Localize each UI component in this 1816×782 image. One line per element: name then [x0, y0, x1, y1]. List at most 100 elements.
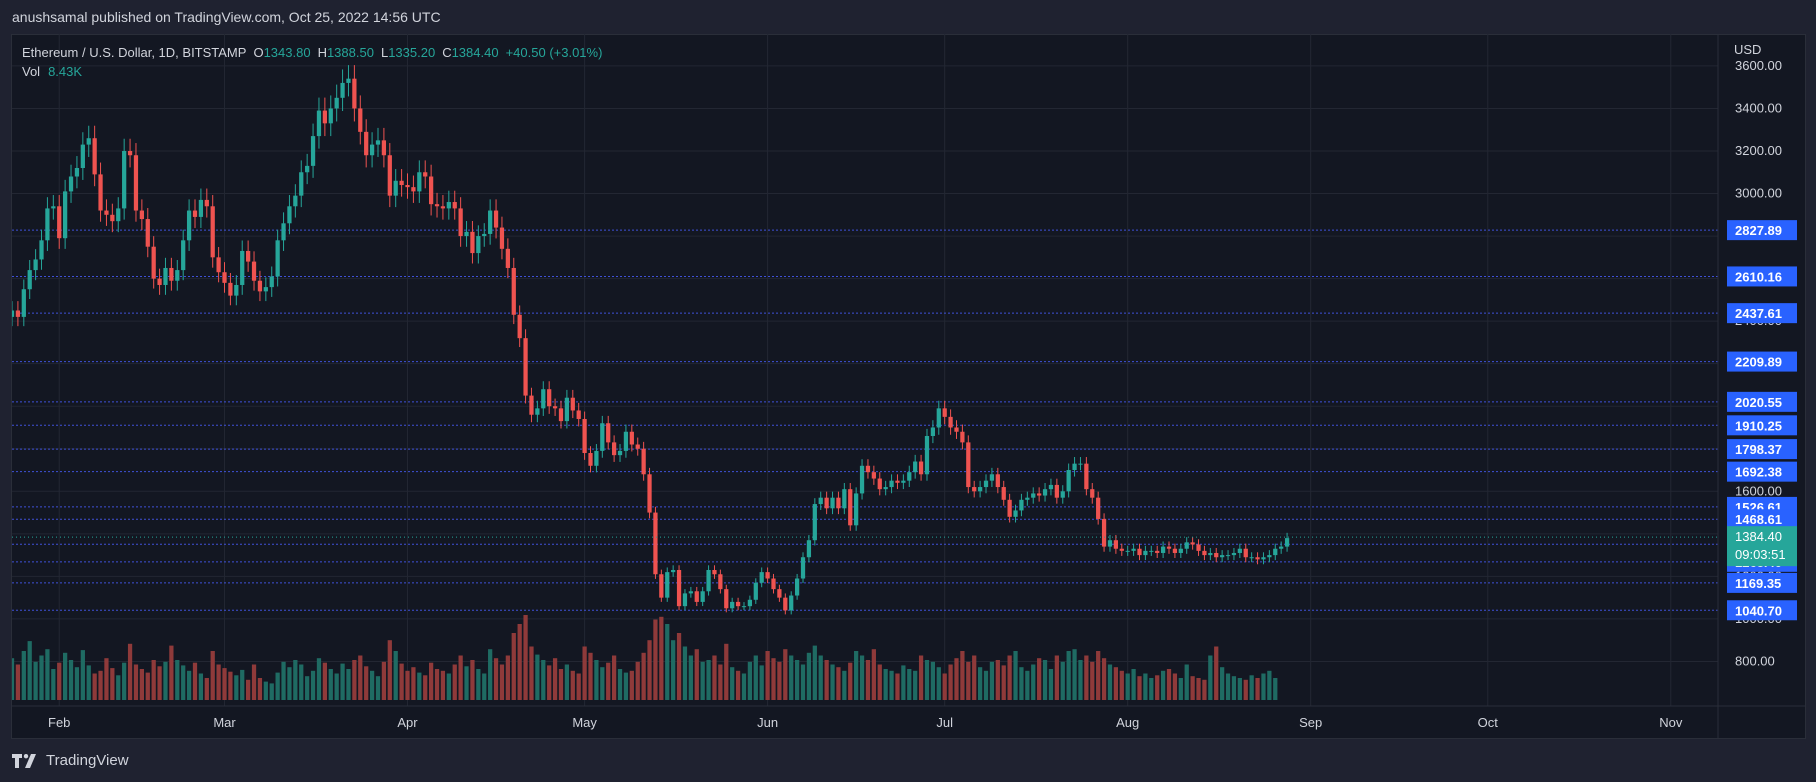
- candle: [765, 567, 770, 584]
- candle: [316, 97, 322, 149]
- volume-bar: [488, 649, 493, 700]
- candle-body: [186, 210, 192, 241]
- volume-bar: [836, 667, 841, 700]
- candle: [960, 424, 965, 450]
- candle: [1267, 550, 1272, 563]
- candle: [163, 257, 168, 295]
- candle: [747, 595, 753, 611]
- volume-bar: [918, 655, 924, 700]
- candle: [287, 195, 292, 235]
- candle-body: [1107, 540, 1113, 547]
- candle: [588, 446, 593, 473]
- volume-bar: [1066, 651, 1071, 700]
- volume-bar: [1013, 651, 1018, 700]
- volume-bar: [854, 651, 859, 700]
- candle: [33, 249, 38, 281]
- level-badge-bg: [1727, 509, 1797, 530]
- candle-body: [771, 578, 776, 590]
- candle-body: [883, 487, 888, 490]
- candle: [204, 188, 209, 218]
- volume-bar: [1113, 667, 1119, 700]
- candle: [712, 565, 717, 579]
- volume-bar: [1243, 679, 1248, 700]
- candle: [777, 584, 782, 602]
- candle-body: [629, 431, 634, 445]
- candle-body: [305, 165, 310, 173]
- candle: [499, 216, 505, 260]
- candle-body: [706, 570, 711, 592]
- grid-lines: [12, 34, 1718, 706]
- footer-brand[interactable]: TradingView: [12, 748, 129, 774]
- volume-bar: [588, 652, 593, 700]
- candle-body: [659, 574, 664, 598]
- candle: [983, 474, 989, 494]
- candle-body: [452, 202, 457, 209]
- candle-body: [293, 195, 298, 207]
- volume-bar: [653, 619, 658, 700]
- candle: [251, 251, 257, 291]
- candle-body: [251, 261, 257, 281]
- candle-body: [1178, 548, 1183, 553]
- volume-bar: [269, 683, 274, 700]
- candle: [346, 65, 351, 97]
- volume-bar: [334, 673, 339, 700]
- volume-bar: [1237, 678, 1242, 700]
- candle: [1060, 485, 1065, 504]
- candle: [181, 229, 186, 281]
- volume-bar: [328, 669, 333, 700]
- candle-body: [1060, 491, 1065, 498]
- volume-bar: [440, 670, 446, 700]
- volume-bar: [523, 615, 528, 700]
- volume-bar: [1196, 678, 1201, 700]
- candle-body: [547, 389, 552, 407]
- candle: [1196, 539, 1201, 556]
- volume-bar: [712, 655, 717, 700]
- level-badge: 1040.70: [1727, 600, 1797, 621]
- candle: [281, 212, 286, 251]
- volume-bar: [1025, 670, 1030, 700]
- vol-label[interactable]: Vol: [22, 64, 41, 79]
- candle-body: [700, 591, 705, 602]
- volume-bar: [659, 616, 664, 700]
- level-badge-text: 1169.35: [1735, 576, 1781, 591]
- candle: [1255, 552, 1260, 565]
- candle-body: [1190, 542, 1195, 545]
- candle: [1284, 532, 1290, 552]
- candle-body: [936, 408, 941, 428]
- candle-body: [1007, 499, 1012, 517]
- volume-bar: [80, 650, 85, 700]
- x-tick-label: Mar: [213, 715, 236, 730]
- currency-label[interactable]: USD: [1734, 42, 1762, 57]
- volume-bar: [1149, 678, 1154, 700]
- candle-body: [1273, 548, 1278, 556]
- volume-bar: [606, 662, 611, 700]
- candle: [836, 491, 841, 515]
- volume-bar: [387, 640, 392, 700]
- candle-body: [1172, 548, 1178, 553]
- volume-bar: [783, 649, 788, 700]
- candle: [328, 95, 333, 137]
- candle-body: [641, 448, 646, 475]
- volume-bar: [547, 665, 552, 700]
- volume-bar: [741, 673, 747, 700]
- chart-panel[interactable]: [11, 34, 1806, 739]
- volume-bar: [1202, 679, 1207, 700]
- low-value: 1335.20: [388, 45, 436, 60]
- candle: [1090, 483, 1095, 504]
- candle: [635, 437, 640, 456]
- volume-bar: [74, 667, 80, 700]
- candle-body: [210, 206, 215, 258]
- candle-body: [735, 601, 741, 607]
- symbol-title[interactable]: Ethereum / U.S. Dollar, 1D, BITSTAMP: [22, 45, 247, 60]
- candle-body: [1113, 540, 1119, 549]
- volume-bar: [989, 661, 995, 700]
- candle: [98, 162, 103, 222]
- candle-body: [859, 465, 865, 494]
- candle-body: [918, 461, 924, 475]
- level-badge: 1468.61: [1727, 509, 1797, 530]
- candle-body: [1261, 557, 1266, 560]
- volume-bar: [133, 664, 139, 700]
- volume-bar: [1007, 655, 1012, 700]
- candle-body: [665, 572, 670, 598]
